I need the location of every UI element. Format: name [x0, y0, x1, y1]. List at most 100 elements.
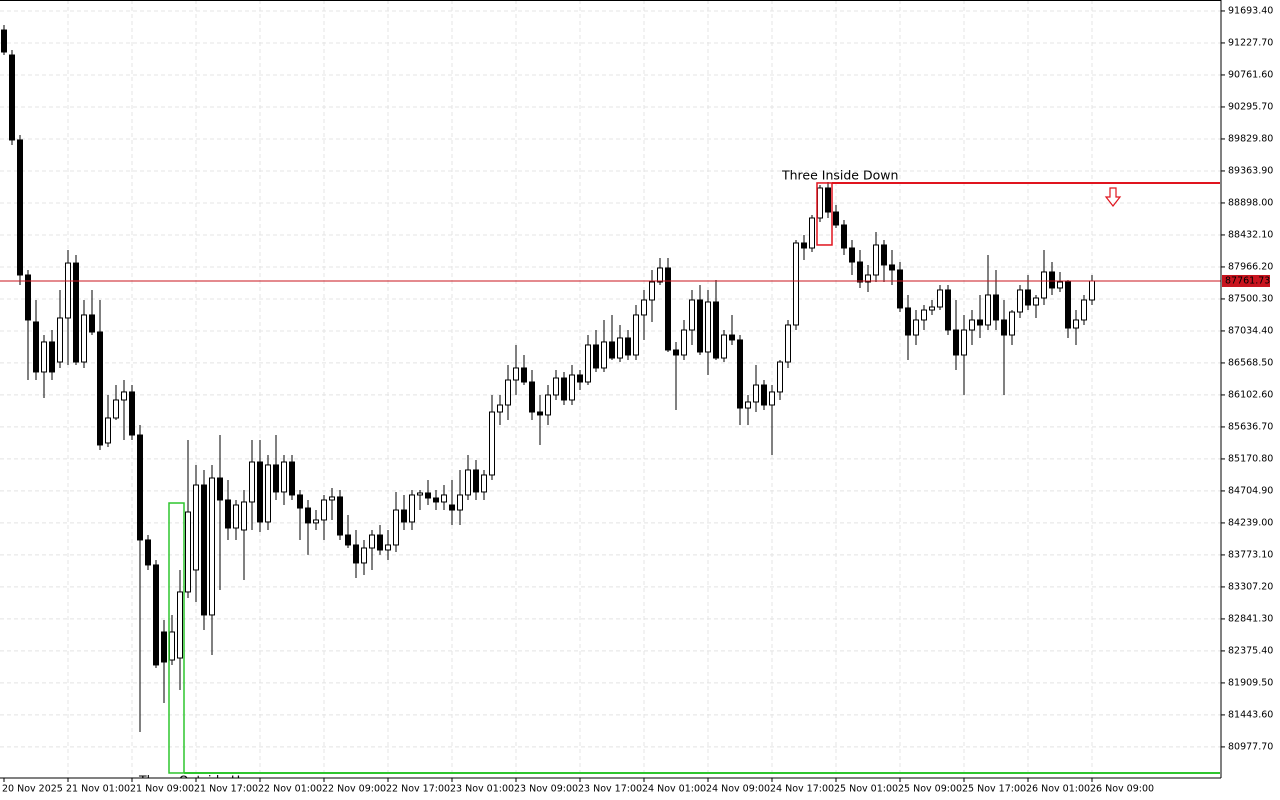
candle-body — [169, 631, 175, 661]
candle-body — [665, 267, 671, 351]
candle-body — [225, 499, 231, 529]
candle-body — [537, 411, 543, 416]
candle-body — [593, 344, 599, 369]
candle-body — [321, 499, 327, 521]
candle-body — [1089, 280, 1095, 301]
y-tick-label: 88898.00 — [1228, 197, 1273, 208]
candle-body — [977, 319, 983, 326]
x-tick-label: 25 Nov 09:00 — [898, 784, 962, 795]
candle-body — [361, 547, 367, 564]
candle-body — [289, 461, 295, 496]
x-tick-label: 26 Nov 01:00 — [1026, 784, 1090, 795]
candle-body — [761, 384, 767, 406]
candle-body — [777, 361, 783, 393]
candle-body — [241, 501, 247, 531]
candle-body — [913, 319, 919, 336]
x-tick-label: 24 Nov 09:00 — [706, 784, 770, 795]
candle-body — [457, 494, 463, 511]
candle-body — [273, 464, 279, 493]
candle-body — [209, 477, 215, 616]
candle-body — [497, 404, 503, 413]
x-tick-label: 25 Nov 01:00 — [834, 784, 898, 795]
candle-body — [257, 461, 263, 523]
candle-body — [1073, 319, 1079, 329]
candle-body — [1041, 271, 1047, 299]
candle-body — [865, 274, 871, 283]
candle-body — [577, 374, 583, 383]
candle-body — [801, 242, 807, 249]
y-axis-band — [1221, 0, 1280, 800]
candle-body — [313, 519, 319, 524]
candle-body — [265, 464, 271, 523]
candle-body — [353, 544, 359, 564]
candle-body — [369, 534, 375, 549]
candle-body — [73, 262, 79, 363]
candle-body — [617, 337, 623, 359]
candle-body — [433, 497, 439, 503]
candle-body — [993, 294, 999, 321]
candle-body — [633, 314, 639, 356]
candle-body — [481, 474, 487, 493]
y-tick-label: 83773.10 — [1228, 549, 1273, 560]
y-tick-label: 83307.20 — [1228, 581, 1273, 592]
candle-body — [697, 299, 703, 353]
candle-body — [521, 367, 527, 383]
candle-body — [153, 564, 159, 666]
candle-body — [81, 314, 87, 363]
candle-body — [1057, 281, 1063, 289]
candle-body — [937, 289, 943, 308]
current-price-tag — [1222, 274, 1270, 287]
pattern-box — [168, 502, 185, 774]
candle-body — [441, 494, 447, 503]
y-tick-label: 91227.70 — [1228, 37, 1273, 48]
candle-body — [737, 339, 743, 409]
candle-body — [25, 274, 31, 321]
candle-body — [201, 484, 207, 616]
candle-body — [417, 492, 423, 496]
candle-body — [961, 329, 967, 356]
candle-body — [705, 301, 711, 353]
x-tick-label: 23 Nov 09:00 — [514, 784, 578, 795]
candle-body — [97, 331, 103, 446]
candle-body — [513, 367, 519, 381]
candle-body — [449, 504, 455, 511]
candle-body — [753, 384, 759, 403]
x-tick-label: 23 Nov 01:00 — [450, 784, 514, 795]
y-tick-label: 90761.60 — [1228, 69, 1273, 80]
candle-body — [1033, 297, 1039, 306]
x-tick-label: 20 Nov 2025 — [2, 784, 63, 795]
candle-body — [849, 247, 855, 263]
candle-body — [897, 269, 903, 309]
candle-body — [649, 281, 655, 301]
candle-body — [121, 391, 127, 401]
candle-body — [881, 244, 887, 266]
candle-body — [41, 341, 47, 373]
candle-body — [57, 317, 63, 363]
y-tick-label: 85170.80 — [1228, 453, 1273, 464]
candle-body — [377, 534, 383, 551]
candle-body — [17, 139, 23, 276]
candle-body — [921, 309, 927, 321]
candle-body — [105, 417, 111, 444]
current-price-label: 87761.73 — [1225, 275, 1270, 286]
candle-body — [641, 299, 647, 316]
y-tick-label: 84704.90 — [1228, 485, 1273, 496]
candle-body — [833, 211, 839, 226]
candle-body — [305, 507, 311, 524]
y-tick-label: 81443.60 — [1228, 709, 1273, 720]
x-axis-band — [0, 778, 1280, 800]
candle-body — [281, 461, 287, 493]
x-tick-label: 25 Nov 17:00 — [962, 784, 1026, 795]
x-tick-label: 22 Nov 01:00 — [258, 784, 322, 795]
candle-body — [969, 319, 975, 331]
x-tick-label: 24 Nov 17:00 — [770, 784, 834, 795]
x-tick-label: 26 Nov 09:00 — [1090, 784, 1154, 795]
y-tick-label: 86102.60 — [1228, 389, 1273, 400]
candle-body — [185, 511, 191, 593]
candle-body — [401, 509, 407, 523]
candle-body — [625, 337, 631, 356]
candle-body — [345, 534, 351, 546]
candle-body — [49, 341, 55, 373]
candle-body — [721, 334, 727, 359]
